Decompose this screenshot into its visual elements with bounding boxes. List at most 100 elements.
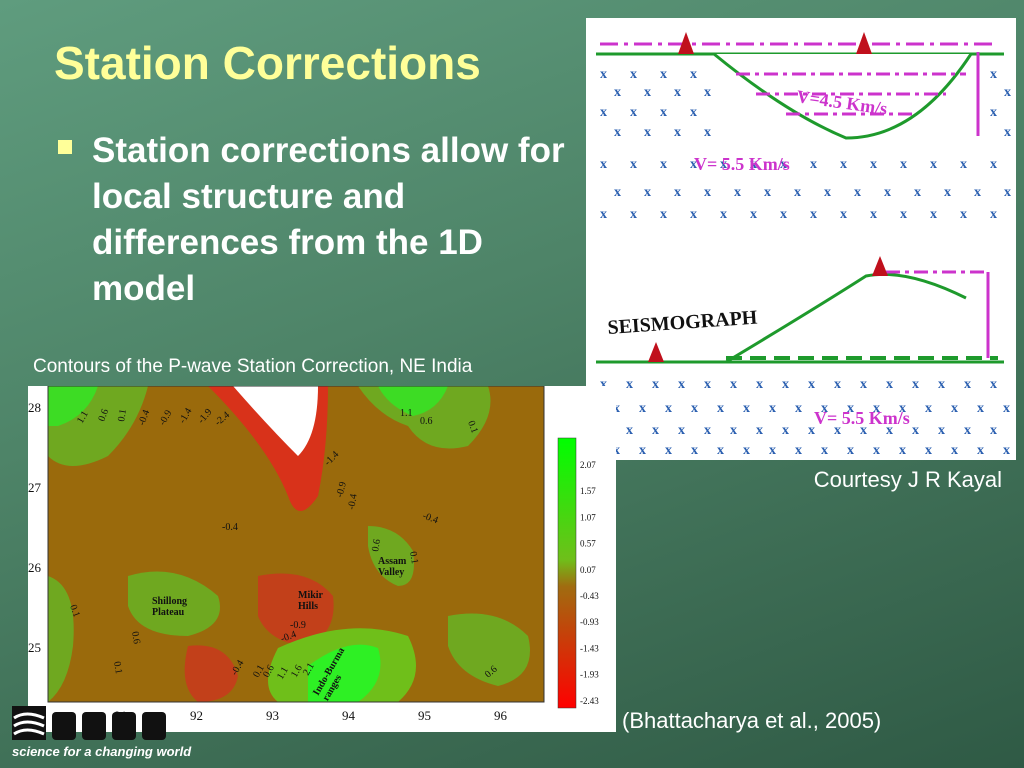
rock-x-mark: x	[652, 423, 659, 438]
rock-x-mark: x	[630, 105, 637, 120]
colorbar-tick-label: -0.43	[580, 591, 599, 601]
rock-x-mark: x	[951, 443, 958, 458]
rock-x-mark: x	[626, 377, 633, 392]
rock-x-mark: x	[743, 443, 750, 458]
bullet-text: Station corrections allow for local stru…	[92, 131, 565, 308]
rock-x-mark: x	[870, 207, 877, 222]
rock-x-mark: x	[644, 185, 651, 200]
rock-x-mark: x	[834, 377, 841, 392]
rock-x-mark: x	[674, 125, 681, 140]
contour-label: -0.4	[136, 408, 152, 427]
rock-x-mark: x	[977, 443, 984, 458]
contour-label: 1.6	[289, 663, 305, 679]
rock-x-mark: x	[782, 423, 789, 438]
rock-x-mark: x	[756, 423, 763, 438]
station-marker-icon	[872, 256, 888, 276]
rock-x-mark: x	[840, 157, 847, 172]
rock-x-mark: x	[704, 85, 711, 100]
contour-label: 1.1	[75, 409, 91, 425]
rock-x-mark: x	[665, 443, 672, 458]
contour-field	[48, 386, 544, 702]
rock-x-mark: x	[951, 401, 958, 416]
rock-x-mark: x	[665, 401, 672, 416]
rock-x-mark: x	[690, 157, 697, 172]
contour-caption: Contours of the P-wave Station Correctio…	[33, 356, 473, 377]
rock-x-mark: x	[810, 157, 817, 172]
rock-x-mark: x	[912, 377, 919, 392]
rock-x-mark: x	[824, 185, 831, 200]
colorbar-tick-label: -0.93	[580, 617, 599, 627]
rock-x-mark: x	[600, 377, 607, 392]
rock-x-mark: x	[691, 401, 698, 416]
square-bullet-icon	[58, 140, 72, 154]
half-space-label-bottom: V= 5.5 Km/s	[814, 408, 910, 428]
rock-x-mark: x	[960, 157, 967, 172]
rock-x-mark: x	[639, 443, 646, 458]
rock-x-mark: x	[925, 443, 932, 458]
rock-x-mark: x	[720, 207, 727, 222]
contour-label: -0.9	[290, 620, 306, 631]
rock-x-mark: x	[660, 157, 667, 172]
rock-x-mark: x	[756, 377, 763, 392]
rock-x-mark: x	[964, 377, 971, 392]
rock-x-mark: x	[860, 377, 867, 392]
rock-x-mark: x	[977, 401, 984, 416]
contour-label: 0.1	[116, 408, 129, 422]
rock-x-mark: x	[717, 401, 724, 416]
x-tick-label: 92	[190, 708, 203, 723]
rock-x-mark: x	[847, 401, 854, 416]
rock-x-mark: x	[660, 67, 667, 82]
rock-x-mark: x	[1003, 443, 1010, 458]
colorbar-tick-label: 0.57	[580, 539, 596, 549]
rock-x-mark: x	[600, 157, 607, 172]
contour-label: 0.1	[251, 663, 267, 679]
rock-x-mark: x	[613, 443, 620, 458]
colorbar	[557, 437, 577, 709]
contour-label: 0.6	[261, 663, 277, 679]
rock-x-mark: x	[900, 157, 907, 172]
x-tick-label: 96	[494, 708, 508, 723]
contour-label: -0.4	[421, 510, 440, 526]
y-tick-label: 28	[28, 400, 41, 415]
bullet-item: Station corrections allow for local stru…	[58, 128, 578, 312]
rock-x-mark: x	[834, 423, 841, 438]
contour-label: -0.4	[279, 629, 298, 645]
rock-x-mark: x	[870, 157, 877, 172]
rock-x-mark: x	[821, 443, 828, 458]
logo-tagline: science for a changing world	[12, 744, 192, 759]
rock-x-mark: x	[600, 207, 607, 222]
contour-label: 0.1	[407, 551, 420, 565]
y-tick-label: 27	[28, 480, 42, 495]
contour-label: 0.1	[67, 603, 82, 619]
rock-x-mark: x	[644, 85, 651, 100]
contour-label: 1.1	[275, 665, 291, 681]
rock-x-mark: x	[840, 207, 847, 222]
rock-x-mark: x	[899, 401, 906, 416]
rock-x-mark: x	[644, 125, 651, 140]
rock-x-mark: x	[626, 423, 633, 438]
contour-label: -0.9	[334, 481, 349, 499]
rock-x-mark: x	[780, 157, 787, 172]
rock-x-mark: x	[743, 401, 750, 416]
rock-x-mark: x	[678, 423, 685, 438]
rock-x-mark: x	[808, 377, 815, 392]
rock-x-mark: x	[630, 157, 637, 172]
rock-x-mark: x	[1004, 125, 1011, 140]
colorbar-ticks: 2.07 1.57 1.07 0.57 0.07 -0.43 -0.93 -1.43 -1.93…	[580, 460, 599, 706]
x-tick-label: 94	[342, 708, 356, 723]
rock-x-mark: x	[704, 185, 711, 200]
rock-x-mark: x	[614, 85, 621, 100]
region-label: Shillong Plateau	[152, 596, 187, 618]
rock-x-mark: x	[614, 125, 621, 140]
rock-x-mark: x	[730, 423, 737, 438]
rock-x-mark: x	[750, 207, 757, 222]
rock-x-mark: x	[750, 157, 757, 172]
rock-x-mark: x	[912, 423, 919, 438]
region-label: Assam Valley	[378, 556, 407, 578]
rock-x-mark: x	[810, 207, 817, 222]
rock-x-mark: x	[691, 443, 698, 458]
rock-x-mark: x	[808, 423, 815, 438]
rock-x-mark: x	[630, 67, 637, 82]
